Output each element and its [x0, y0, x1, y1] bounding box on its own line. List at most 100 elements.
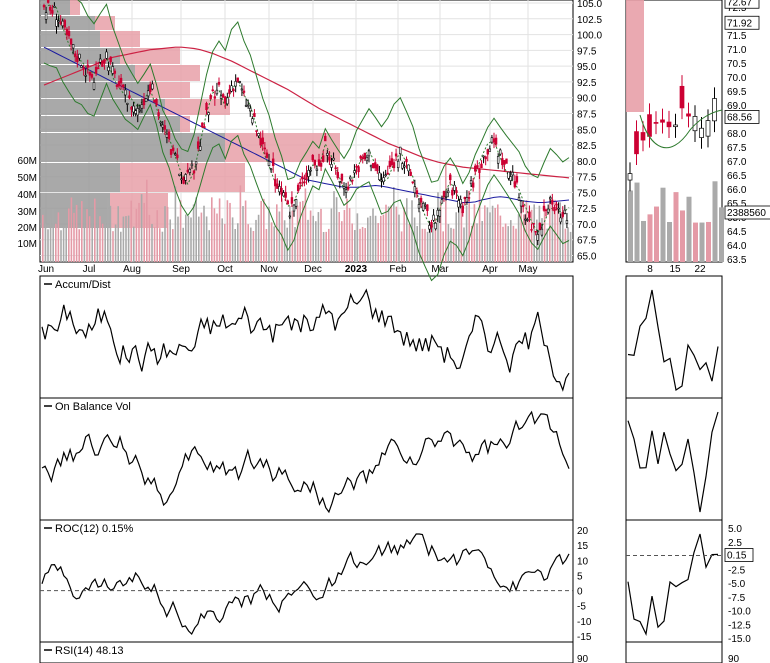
zoom-last-price-marker-box [724, 0, 760, 9]
candle-body [146, 90, 150, 97]
volume-bar [541, 218, 543, 262]
volume-bar [567, 227, 569, 262]
candle-body [232, 89, 235, 91]
zoom-volume-bar [706, 221, 711, 262]
volume-bar [122, 216, 125, 262]
volume-bar [239, 185, 242, 262]
candle-body [57, 20, 60, 22]
volume-bar [408, 223, 411, 262]
zoom-volume-bar [660, 187, 666, 262]
volume-bar [257, 214, 260, 262]
volume-bar [182, 227, 184, 262]
price-tick-label: 70.0 [577, 220, 597, 231]
candle-body [103, 59, 106, 64]
volume-bar [439, 201, 442, 262]
candle-body [288, 215, 292, 218]
candle-body [436, 209, 439, 216]
candle-body [336, 171, 339, 179]
zoom-candle-body [673, 124, 678, 128]
candle-body [203, 126, 206, 128]
zoom-volume-by-price-bar [626, 0, 644, 112]
zoom-roc-marker: 0.15 [727, 551, 747, 562]
candle-body [311, 154, 314, 161]
candle-body [313, 159, 317, 166]
candle-body [134, 110, 137, 114]
volume-bar [455, 212, 457, 262]
price-tick-label: 77.5 [577, 173, 597, 184]
candle-body [484, 156, 487, 160]
volume-bar [343, 209, 346, 262]
candle-body [344, 189, 348, 193]
volume-bar [52, 208, 54, 262]
zoom-candle-body [647, 114, 652, 137]
volume-bar [333, 191, 335, 262]
candle-body [494, 137, 498, 145]
volume-bar [289, 205, 291, 262]
volume-bar [424, 228, 426, 262]
volume-bar [476, 223, 478, 262]
candle-body [461, 205, 464, 214]
volume-bar [460, 208, 463, 262]
volume-by-price-down-bar [100, 31, 140, 47]
candle-body [349, 176, 352, 180]
volume-bar [426, 231, 429, 262]
volume-by-price-down-bar [150, 82, 190, 98]
candle-body [478, 168, 481, 173]
candle-body [524, 218, 527, 221]
candle-body [328, 156, 331, 161]
indicator-panel-frame-3 [39, 641, 574, 663]
candle-body [46, 0, 50, 3]
volume-bar [538, 205, 541, 262]
month-label: Jun [38, 264, 54, 275]
candle-body [557, 207, 560, 210]
volume-bar [377, 223, 379, 262]
candle-body [326, 152, 329, 156]
volume-bar [283, 220, 286, 262]
zoom-roc-tick-label: -7.5 [728, 593, 746, 604]
roc-tick-label: 10 [577, 556, 589, 567]
candle-body [136, 108, 139, 116]
volume-bar [263, 198, 265, 262]
candle-body [180, 178, 183, 181]
zoom-roc-tick-label: -2.5 [728, 565, 746, 576]
volume-bar [517, 214, 520, 262]
candle-body [380, 179, 383, 182]
zoom-candle-body [679, 85, 685, 109]
candle-body [99, 58, 102, 63]
volume-bar [307, 219, 309, 262]
zoom-roc-tick-label: -5.0 [728, 579, 746, 590]
volume-bar [117, 206, 119, 262]
volume-bar [247, 224, 249, 262]
candle-body [96, 67, 100, 70]
moving-average-long-line [43, 46, 570, 179]
candle-body [167, 131, 171, 139]
volume-bar [481, 220, 483, 262]
obv-line [41, 410, 570, 514]
volume-bar [125, 216, 127, 262]
candle-body [42, 4, 46, 8]
volume-bar [205, 216, 208, 262]
volume-bar [429, 223, 431, 262]
candle-body [196, 141, 200, 149]
volume-bar [546, 228, 548, 262]
volume-bar [364, 228, 366, 262]
volume-bar [452, 228, 455, 262]
volume-bar [44, 223, 47, 262]
volume-bar [208, 230, 210, 262]
volume-bar [437, 192, 439, 262]
candle-body [426, 204, 429, 211]
volume-bar [320, 208, 322, 262]
candle-body [163, 125, 167, 130]
volume-bar [549, 197, 551, 262]
volume-bar [369, 215, 372, 262]
candle-body [415, 190, 419, 195]
candle-body [513, 181, 517, 188]
zoom-volume-bar [719, 207, 724, 262]
zoom-candle-body [640, 132, 646, 141]
volume-by-price-up-bar [40, 193, 110, 228]
candle-body [119, 77, 123, 84]
candle-body [159, 121, 162, 124]
volume-bar [413, 217, 416, 262]
candle-body [334, 167, 337, 170]
candle-body [194, 161, 198, 165]
